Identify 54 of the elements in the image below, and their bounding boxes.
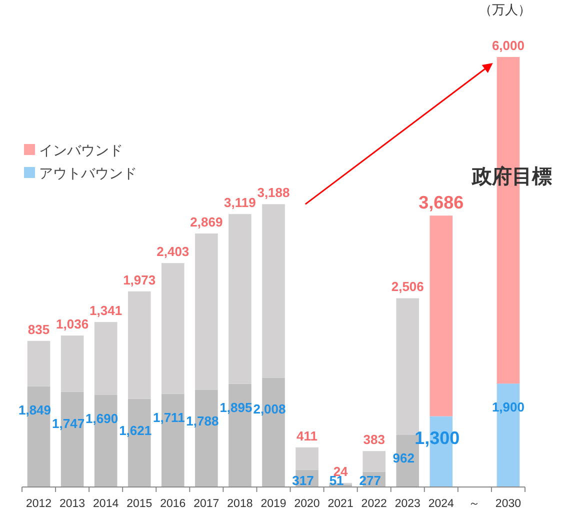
bar	[60, 336, 84, 392]
data-label: 2,869	[190, 214, 223, 230]
x-tick-label: ～	[468, 498, 481, 510]
data-label: 1,973	[123, 272, 156, 288]
bar	[195, 234, 218, 390]
x-tick-label: 2016	[160, 498, 186, 510]
x-tick-label: 2030	[495, 498, 522, 510]
bar	[27, 340, 50, 386]
data-label: 411	[296, 428, 318, 444]
bar	[162, 263, 184, 394]
data-label: 962	[392, 450, 414, 466]
bar	[262, 204, 285, 378]
data-label: 2,403	[156, 244, 190, 260]
data-label: 317	[292, 473, 314, 488]
data-label: 277	[359, 473, 381, 488]
bar	[430, 216, 453, 416]
data-label: 835	[28, 322, 50, 337]
data-label: 3,188	[257, 185, 290, 200]
x-tick-label: 2020	[294, 498, 320, 510]
x-tick-label: 2019	[260, 498, 286, 510]
x-tick-label: 2017	[194, 498, 220, 510]
data-label: 1,036	[56, 316, 89, 332]
x-tick-label: 2014	[93, 498, 120, 510]
x-tick-label: 2021	[328, 498, 354, 510]
text: （万人）	[479, 2, 531, 17]
data-label: 1,895	[220, 400, 252, 415]
x-tick-label: 2018	[227, 498, 253, 510]
annotation: 政府目標	[471, 165, 552, 188]
data-label: 1,849	[18, 402, 52, 418]
legend-label: インバウンド	[39, 142, 123, 158]
bar	[296, 447, 318, 470]
x-tick-label: 2023	[394, 498, 420, 510]
x-tick-label: 2024	[428, 498, 455, 510]
bar	[128, 291, 151, 399]
data-label: 1,711	[152, 410, 185, 425]
data-label: 1,690	[86, 411, 118, 426]
data-label: 1,747	[52, 416, 85, 431]
x-tick-label: 2013	[60, 498, 86, 510]
data-label: 2,008	[253, 402, 286, 417]
x-tick-label: 2012	[26, 498, 52, 510]
bar	[362, 451, 386, 472]
data-label: 3,686	[418, 192, 464, 213]
data-label: 6,000	[492, 38, 525, 53]
data-label: 1,341	[90, 303, 122, 318]
x-tick-label: 2015	[126, 498, 152, 510]
legend-label: アウトバウンド	[39, 165, 137, 181]
data-label: 1,788	[186, 414, 219, 429]
data-label: 383	[363, 432, 385, 448]
bar	[228, 214, 252, 384]
data-label: 1,621	[119, 422, 152, 438]
data-label: 2,506	[391, 279, 424, 294]
data-label: 3,119	[224, 195, 256, 210]
bar	[94, 322, 118, 396]
x-tick-label: 2022	[361, 498, 387, 510]
